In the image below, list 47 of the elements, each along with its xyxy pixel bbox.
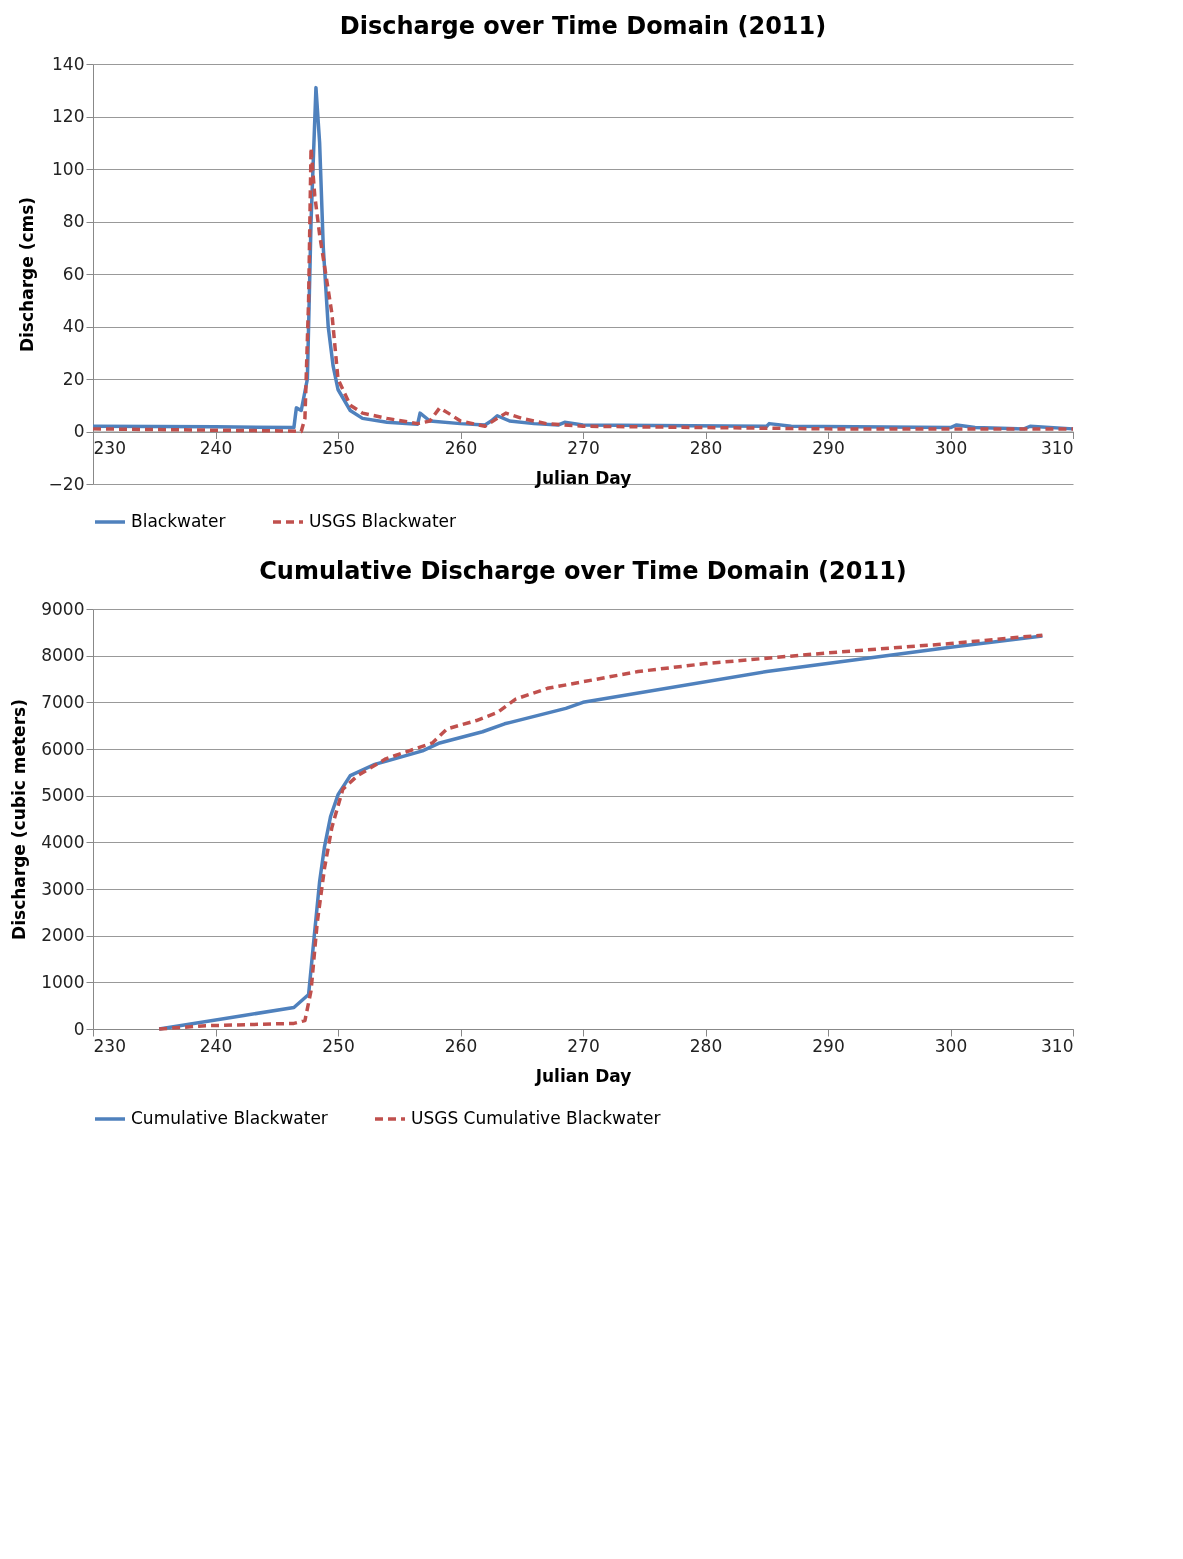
y-tick-label: 120 [52, 106, 85, 126]
y-tick-label: 140 [52, 53, 85, 74]
y-tick-label: 0 [73, 421, 85, 441]
x-tick-label: 250 [322, 1035, 355, 1056]
x-tick-label: 240 [199, 1035, 233, 1056]
y-tick-label: 20 [62, 368, 85, 389]
x-tick-label: 290 [812, 438, 845, 458]
y-tick-label: 80 [62, 211, 85, 231]
legend-label: USGS Cumulative Blackwater [411, 1108, 661, 1128]
y-tick-label: 100 [52, 158, 85, 179]
y-tick-label: 0 [73, 1018, 85, 1039]
x-tick-label: 240 [199, 438, 233, 458]
x-tick-label: 300 [934, 1035, 968, 1056]
y-tick-label: 5000 [41, 785, 85, 806]
x-tick-label: 270 [567, 1035, 600, 1056]
y-tick-label: −20 [48, 473, 85, 494]
y-tick-label: 60 [62, 263, 85, 284]
chart-title: Discharge over Time Domain (2011) [339, 12, 827, 40]
x-tick-label: 280 [689, 438, 723, 458]
x-axis-title: Julian Day [534, 468, 632, 488]
x-tick-label: 310 [1041, 1035, 1074, 1056]
y-tick-label: 9000 [41, 598, 85, 619]
y-tick-label: 2000 [41, 925, 85, 946]
y-tick-label: 1000 [41, 971, 85, 992]
y-tick-label: 6000 [41, 738, 85, 759]
y-tick-label: 8000 [41, 645, 85, 666]
y-axis-title: Discharge (cms) [16, 196, 37, 353]
x-tick-label: 310 [1041, 438, 1074, 458]
y-tick-label: 4000 [41, 831, 85, 852]
x-tick-label: 300 [934, 438, 968, 458]
x-tick-label: 230 [93, 438, 126, 458]
x-tick-label: 250 [322, 438, 355, 458]
legend-label: Cumulative Blackwater [131, 1108, 328, 1128]
y-axis-title: Discharge (cubic meters) [9, 699, 30, 940]
x-tick-label: 260 [444, 1035, 478, 1056]
x-tick-label: 280 [689, 1035, 723, 1056]
y-tick-label: 3000 [41, 878, 85, 899]
chart-title: Cumulative Discharge over Time Domain (2011) [259, 557, 907, 585]
x-axis-title: Julian Day [534, 1065, 632, 1086]
x-tick-label: 270 [567, 438, 600, 458]
x-tick-label: 260 [444, 438, 478, 458]
x-tick-label: 230 [93, 1035, 126, 1056]
legend-label: Blackwater [131, 511, 226, 531]
y-tick-label: 40 [62, 316, 85, 336]
y-tick-label: 7000 [41, 691, 85, 712]
x-tick-label: 290 [812, 1035, 845, 1056]
legend-label: USGS Blackwater [309, 511, 457, 531]
